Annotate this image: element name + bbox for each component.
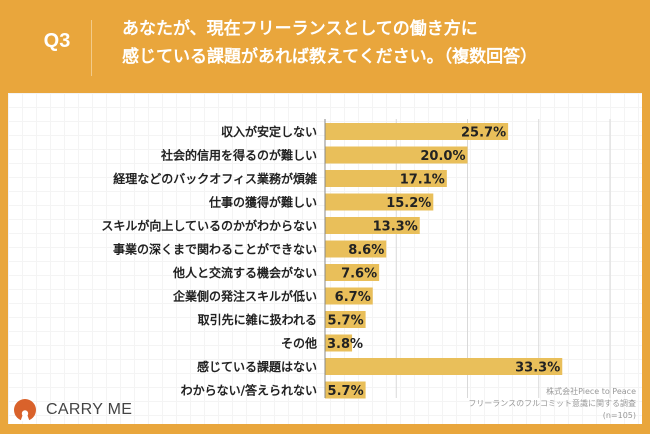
data-label: 13.3% — [373, 220, 418, 235]
bar — [325, 358, 563, 375]
bar — [325, 170, 447, 187]
category-label: その他 — [281, 336, 317, 351]
question-title: あなたが、現在フリーランスとしての働き方に 感じている課題があれば教えてください… — [122, 15, 537, 71]
header-divider — [91, 20, 92, 76]
category-label: スキルが向上しているのかがわからない — [101, 218, 317, 233]
bar — [325, 240, 387, 258]
bar — [325, 123, 509, 140]
category-label: 社会的信用を得るのが難しい — [160, 148, 317, 163]
bar — [325, 146, 468, 164]
source-note: 株式会社Piece to Peace フリーランスのフルコミット意識に関する調査… — [468, 386, 636, 422]
category-label: 感じている課題はない — [197, 359, 317, 374]
category-label: 他人と交流する機会がない — [172, 265, 317, 280]
data-label: 5.7% — [328, 314, 364, 329]
category-label: 仕事の獲得が難しい — [208, 195, 317, 210]
bar — [325, 381, 366, 399]
data-label: 6.7% — [335, 290, 371, 305]
bar — [325, 311, 366, 328]
data-label: 3.8% — [327, 337, 363, 352]
bar — [325, 264, 380, 281]
category-label: 経理などのバックオフィス業務が煩雑 — [113, 171, 317, 186]
data-label: 7.6% — [341, 267, 377, 282]
data-label: 5.7% — [328, 384, 364, 399]
bar — [325, 217, 420, 234]
data-label: 33.3% — [515, 361, 560, 376]
data-label: 25.7% — [461, 126, 506, 141]
brand-name: CARRY ME — [46, 401, 133, 418]
bar — [325, 334, 353, 352]
data-label: 8.6% — [348, 243, 384, 258]
title-line-1: あなたが、現在フリーランスとしての働き方に — [122, 19, 478, 39]
data-label: 20.0% — [420, 149, 465, 164]
data-label: 17.1% — [400, 173, 445, 188]
category-label: 事業の深くまで関わることができない — [113, 242, 317, 257]
bar — [325, 287, 373, 305]
source-sample-size: (n=105) — [602, 411, 636, 420]
category-label: 収入が安定しない — [221, 124, 317, 139]
category-label: 取引先に雑に扱われる — [198, 312, 317, 327]
carry-me-logo-icon — [14, 399, 36, 421]
category-label: 企業側の発注スキルが低い — [172, 289, 317, 304]
category-label: わからない/答えられない — [181, 383, 317, 398]
source-company: 株式会社Piece to Peace — [546, 387, 636, 396]
question-number: Q3 — [43, 30, 71, 52]
data-label: 15.2% — [386, 196, 431, 211]
title-line-2: 感じている課題があれば教えてください。（複数回答） — [122, 47, 538, 67]
bar — [325, 193, 434, 211]
source-survey: フリーランスのフルコミット意識に関する調査 — [468, 399, 636, 408]
